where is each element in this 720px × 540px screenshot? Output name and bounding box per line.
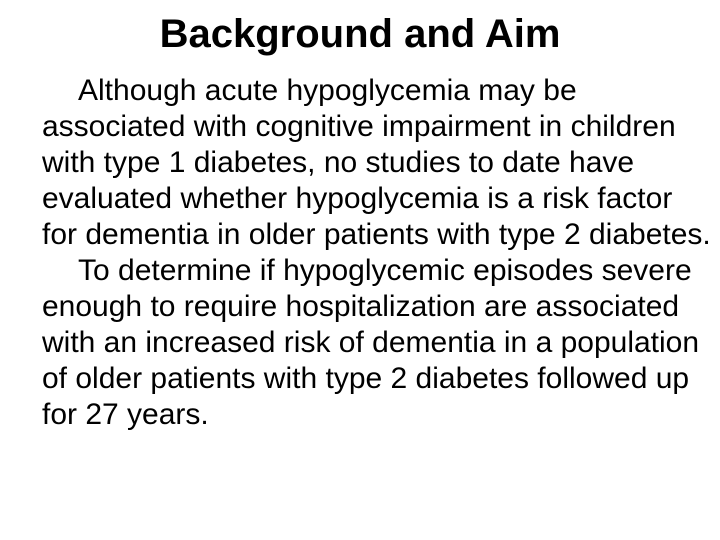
slide-body: Although acute hypoglycemia may be assoc… <box>0 73 720 433</box>
slide: Background and Aim Although acute hypogl… <box>0 12 720 540</box>
slide-title: Background and Aim <box>0 12 720 57</box>
paragraph-1: Although acute hypoglycemia may be assoc… <box>42 73 712 253</box>
paragraph-2: To determine if hypoglycemic episodes se… <box>42 253 712 433</box>
